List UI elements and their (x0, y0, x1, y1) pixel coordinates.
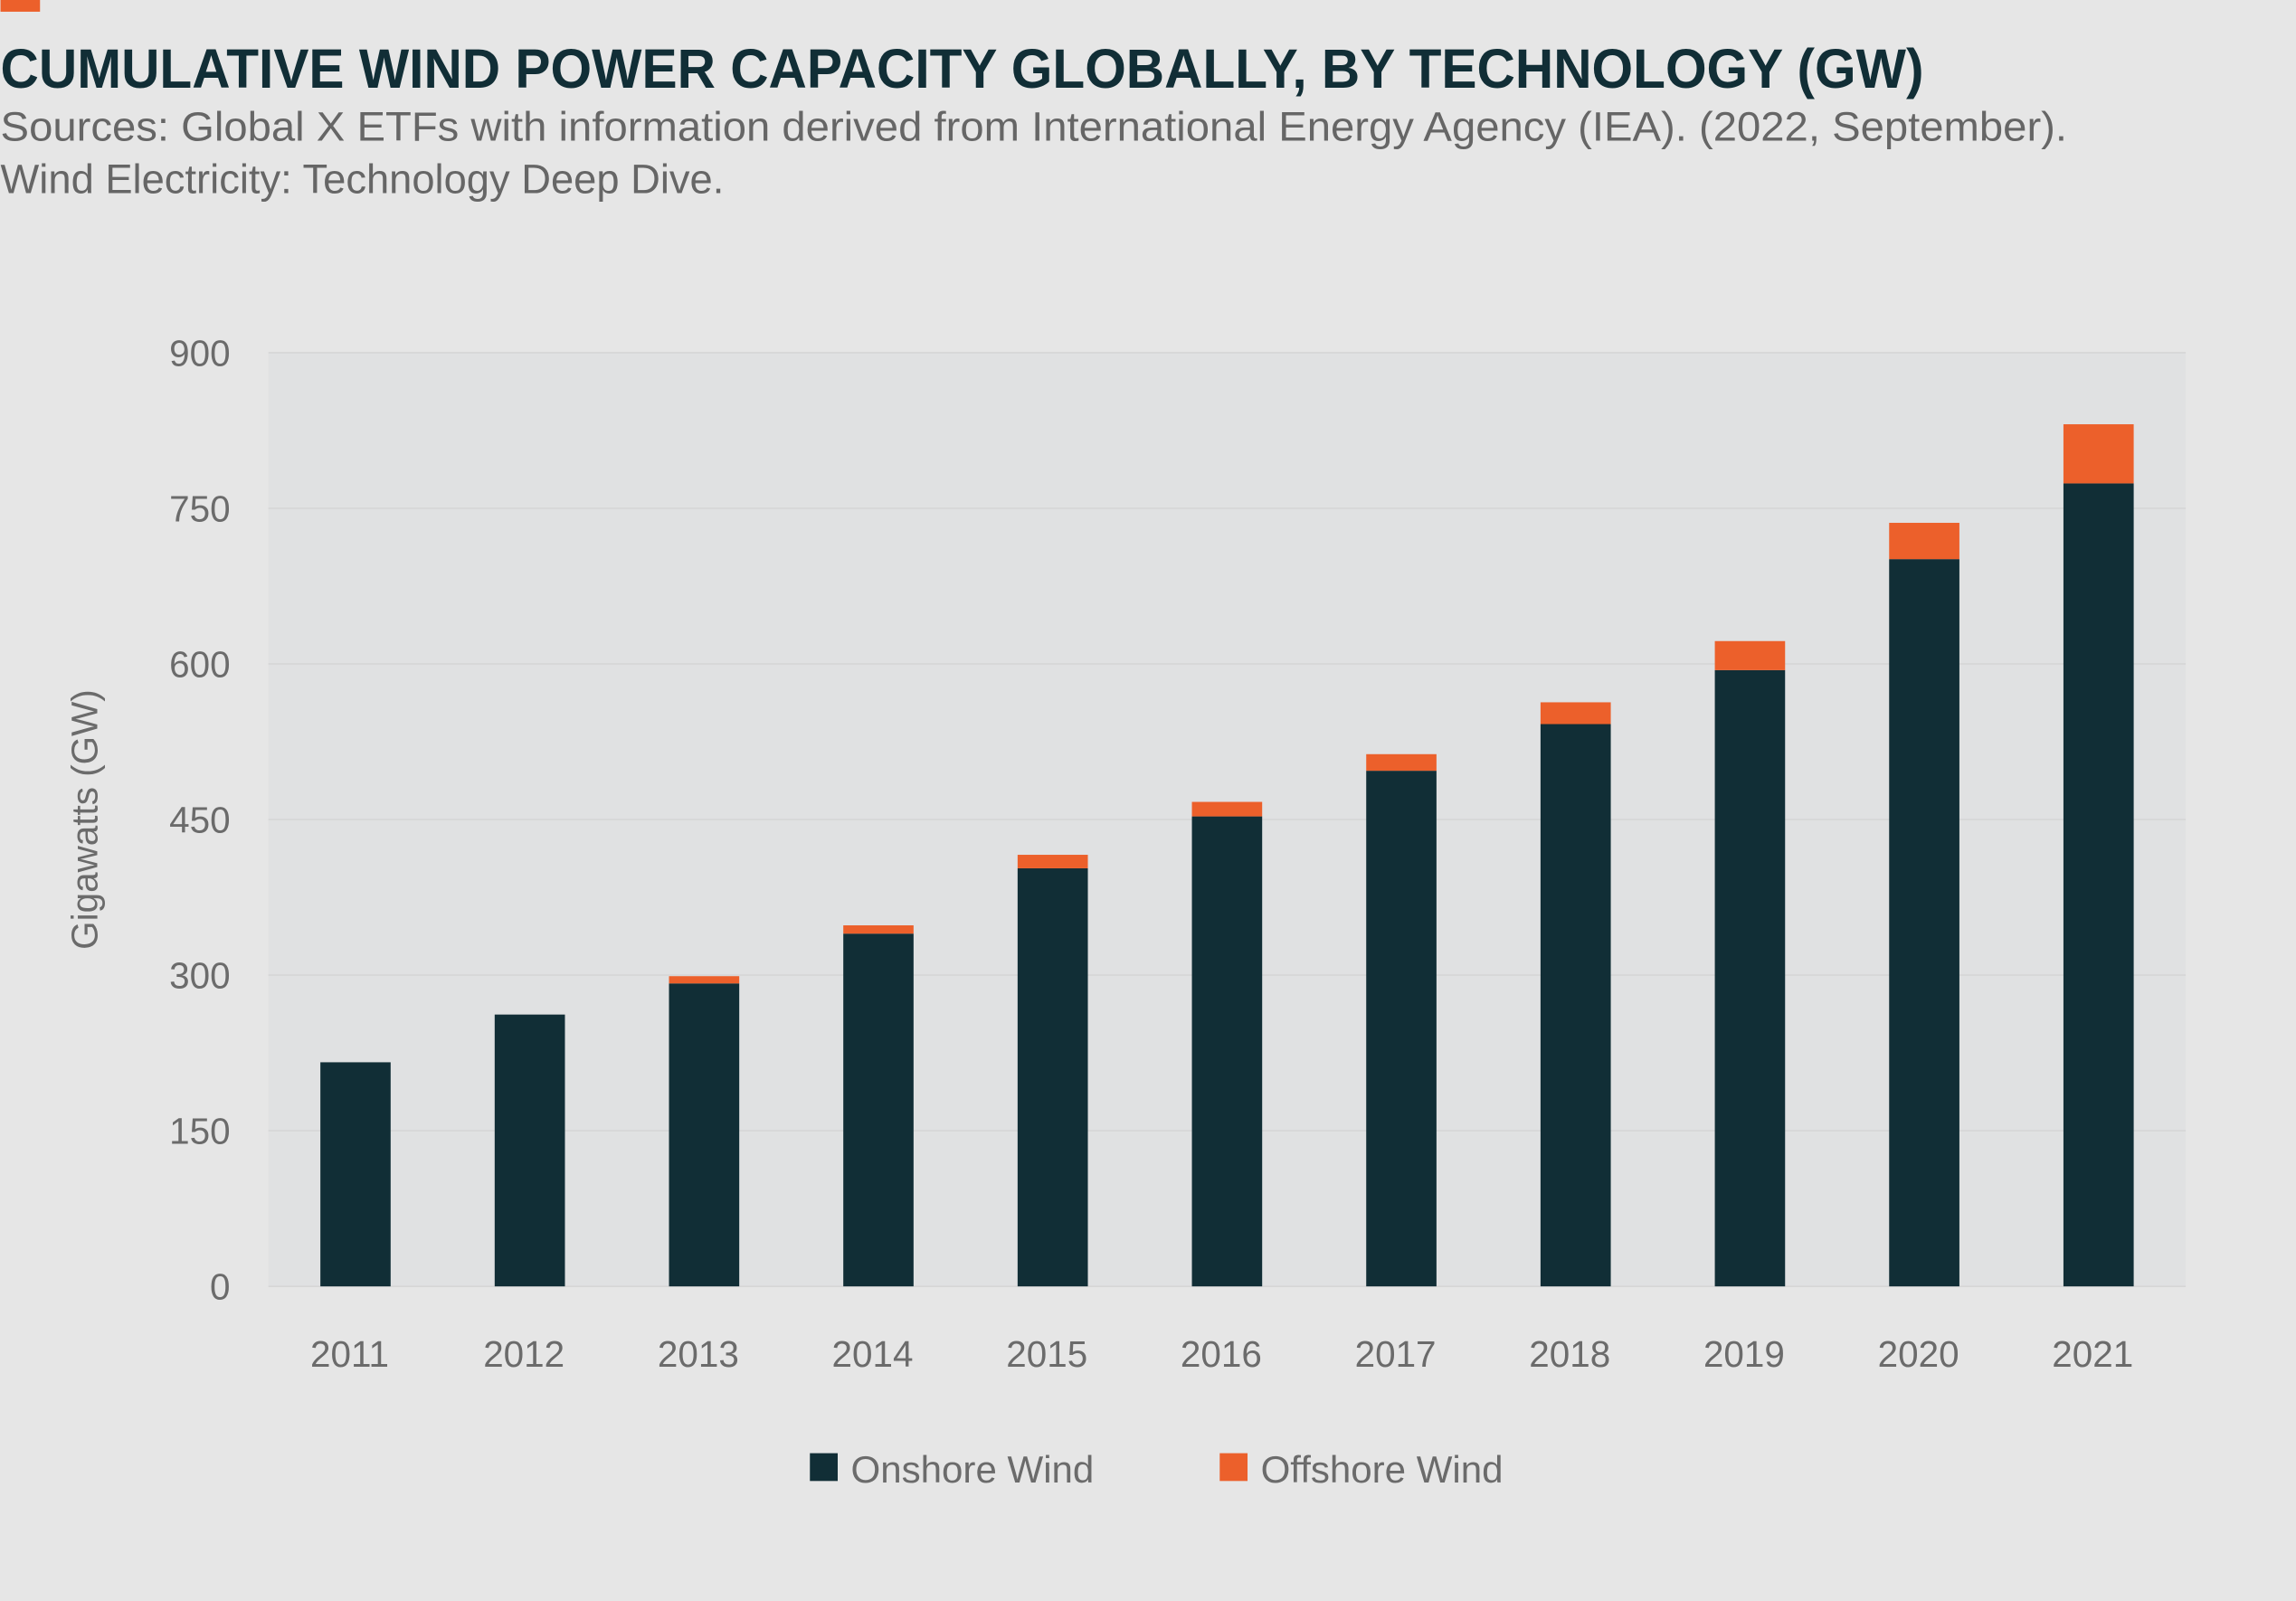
legend-label-onshore: Onshore Wind (851, 1448, 1095, 1491)
y-tick-label: 150 (169, 1111, 230, 1152)
x-tick-label: 2021 (2052, 1333, 2133, 1375)
chart-subtitle-line2: Wind Electricity: Technology Deep Dive. (1, 156, 725, 203)
bar-offshore-2019 (1714, 640, 1786, 670)
bar-offshore-2017 (1366, 753, 1437, 772)
bar-offshore-2015 (1017, 855, 1088, 868)
y-tick-label: 0 (210, 1266, 231, 1308)
x-tick-label: 2011 (310, 1333, 389, 1375)
x-tick-label: 2018 (1529, 1333, 1610, 1375)
x-tick-label: 2012 (483, 1333, 565, 1375)
bar-onshore-2014 (843, 933, 914, 1287)
y-tick-label: 750 (169, 488, 230, 530)
x-tick-label: 2019 (1703, 1333, 1785, 1375)
y-tick-label: 450 (169, 800, 230, 841)
x-tick-label: 2013 (658, 1333, 739, 1375)
x-tick-label: 2016 (1181, 1333, 1262, 1375)
x-tick-label: 2014 (832, 1333, 914, 1375)
bar-onshore-2019 (1714, 669, 1786, 1287)
bar-onshore-2018 (1540, 724, 1611, 1287)
bar-offshore-2018 (1540, 702, 1611, 725)
y-axis-label: Gigawatts (GW) (63, 689, 105, 950)
bar-offshore-2014 (843, 925, 914, 934)
legend-swatch-offshore (1219, 1453, 1248, 1482)
bar-offshore-2020 (1889, 523, 1959, 560)
y-tick-label: 300 (169, 955, 230, 997)
chart-subtitle-line1: Sources: Global X ETFs with information … (1, 103, 2067, 149)
bar-onshore-2016 (1191, 816, 1263, 1287)
bar-onshore-2020 (1889, 559, 1959, 1287)
y-tick-label: 600 (169, 644, 230, 686)
bar-offshore-2016 (1191, 801, 1263, 817)
y-tick-label: 900 (169, 332, 230, 374)
bar-onshore-2021 (2063, 483, 2134, 1287)
bar-onshore-2011 (320, 1062, 391, 1287)
bar-onshore-2015 (1017, 867, 1088, 1287)
bar-offshore-2013 (669, 976, 740, 984)
legend-label-offshore: Offshore Wind (1261, 1448, 1504, 1491)
x-tick-label: 2017 (1355, 1333, 1437, 1375)
legend-swatch-onshore (810, 1453, 839, 1482)
chart-title: CUMULATIVE WIND POWER CAPACITY GLOBALLY,… (1, 38, 1924, 100)
bar-onshore-2013 (669, 983, 740, 1287)
x-tick-label: 2015 (1006, 1333, 1087, 1375)
bar-offshore-2021 (2063, 424, 2134, 484)
x-tick-label: 2020 (1878, 1333, 1959, 1375)
accent-mark (0, 0, 41, 12)
bar-onshore-2017 (1366, 771, 1437, 1287)
bar-onshore-2012 (494, 1014, 565, 1287)
